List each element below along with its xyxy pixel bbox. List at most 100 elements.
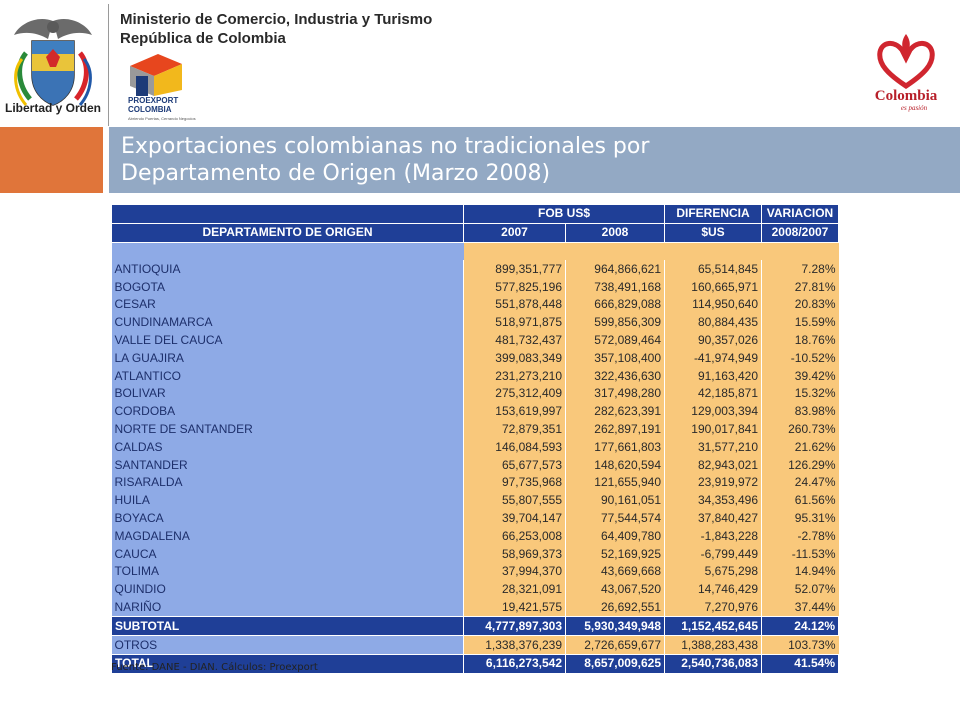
department-cell: BOYACA: [111, 509, 464, 528]
table-row: LA GUAJIRA 399,083,349 357,108,400 -41,974,…: [111, 349, 839, 368]
proexport-wordmark: PROEXPORT COLOMBIA: [128, 96, 178, 114]
diff-cell: 7,270,976: [664, 598, 762, 617]
diff-cell: -41,974,949: [664, 349, 762, 368]
table-row: NORTE DE SANTANDER 72,879,351 262,897,191 1…: [111, 420, 839, 439]
table-row: VALLE DEL CAUCA 481,732,437 572,089,464 90,…: [111, 331, 839, 350]
table-row: RISARALDA 97,735,968 121,655,940 23,919,972…: [111, 473, 839, 492]
table-row: HUILA 55,807,555 90,161,051 34,353,496 61.56…: [111, 491, 839, 510]
y2007-cell: 231,273,210: [463, 367, 566, 385]
department-cell: BOGOTA: [111, 278, 464, 296]
otros-row-y2007: 1,338,376,239: [463, 635, 566, 655]
y2007-cell: 275,312,409: [463, 384, 566, 403]
y2008-cell: 52,169,925: [565, 545, 665, 563]
header-diff: DIFERENCIA: [664, 204, 762, 224]
exports-table: FOB US$ DIFERENCIA VARIACION DEPARTAMENT…: [111, 204, 839, 674]
department-cell: CORDOBA: [111, 402, 464, 421]
table-row: CESAR 551,878,448 666,829,088 114,950,640 20…: [111, 295, 839, 314]
subtotal-row-var: 24.12%: [761, 616, 839, 637]
y2007-cell: 551,878,448: [463, 295, 566, 314]
diff-cell: 90,357,026: [664, 331, 762, 350]
diff-cell: 160,665,971: [664, 278, 762, 296]
y2008-cell: 282,623,391: [565, 402, 665, 421]
y2007-cell: 153,619,997: [463, 402, 566, 421]
y2007-cell: 65,677,573: [463, 456, 566, 474]
subtotal-row-y2007: 4,777,897,303: [463, 616, 566, 637]
y2007-cell: 19,421,575: [463, 598, 566, 617]
department-cell: MAGDALENA: [111, 527, 464, 546]
department-cell: LA GUAJIRA: [111, 349, 464, 368]
header-divider: [108, 4, 109, 126]
department-cell: CAUCA: [111, 545, 464, 563]
diff-cell: 190,017,841: [664, 420, 762, 439]
y2008-cell: 262,897,191: [565, 420, 665, 439]
colombia-brand-text: Colombia: [875, 88, 938, 104]
y2007-cell: 518,971,875: [463, 313, 566, 332]
var-cell: 27.81%: [761, 278, 839, 296]
y2007-cell: 55,807,555: [463, 491, 566, 510]
table-row: TOLIMA 37,994,370 43,669,668 5,675,298 14.94…: [111, 562, 839, 581]
table-row: BOYACA 39,704,147 77,544,574 37,840,427 95.3…: [111, 509, 839, 528]
y2008-cell: 77,544,574: [565, 509, 665, 528]
department-cell: CALDAS: [111, 438, 464, 457]
total-row-diff: 2,540,736,083: [664, 653, 762, 674]
table-row: ANTIOQUIA 899,351,777 964,866,621 65,514,84…: [111, 260, 839, 279]
diff-cell: 129,003,394: [664, 402, 762, 421]
y2007-cell: 39,704,147: [463, 509, 566, 528]
var-cell: -10.52%: [761, 349, 839, 368]
department-cell: CUNDINAMARCA: [111, 313, 464, 332]
var-cell: -11.53%: [761, 545, 839, 563]
y2007-cell: 481,732,437: [463, 331, 566, 350]
subtotal-row-diff: 1,152,452,645: [664, 616, 762, 637]
y2008-cell: 26,692,551: [565, 598, 665, 617]
y2007-cell: 66,253,008: [463, 527, 566, 546]
total-row-y2008: 8,657,009,625: [565, 653, 665, 674]
department-cell: QUINDIO: [111, 580, 464, 599]
diff-cell: -1,843,228: [664, 527, 762, 546]
otros-row-y2008: 2,726,659,677: [565, 635, 665, 655]
header-dept-spacer: [111, 204, 464, 224]
y2007-cell: 146,084,593: [463, 438, 566, 457]
y2007-cell: 58,969,373: [463, 545, 566, 563]
y2008-cell: 43,067,520: [565, 580, 665, 599]
slide-title-line2: Departamento de Origen (Marzo 2008): [121, 161, 551, 186]
otros-row-label: OTROS: [111, 635, 464, 655]
var-cell: 20.83%: [761, 295, 839, 314]
var-cell: 260.73%: [761, 420, 839, 439]
y2008-cell: 148,620,594: [565, 456, 665, 474]
y2008-cell: 43,669,668: [565, 562, 665, 581]
department-cell: NORTE DE SANTANDER: [111, 420, 464, 439]
slide-title: Exportaciones colombianas no tradicional…: [121, 133, 649, 187]
y2008-cell: 90,161,051: [565, 491, 665, 510]
table-header-row-top: FOB US$ DIFERENCIA VARIACION: [111, 204, 839, 224]
y2007-cell: 72,879,351: [463, 420, 566, 439]
otros-row-var: 103.73%: [761, 635, 839, 655]
title-band: Exportaciones colombianas no tradicional…: [109, 127, 960, 193]
table-row: SANTANDER 65,677,573 148,620,594 82,943,021…: [111, 456, 839, 474]
department-cell: ATLANTICO: [111, 367, 464, 385]
y2007-cell: 37,994,370: [463, 562, 566, 581]
diff-cell: 14,746,429: [664, 580, 762, 599]
department-cell: BOLIVAR: [111, 384, 464, 403]
table-row: BOGOTA 577,825,196 738,491,168 160,665,971 2…: [111, 278, 839, 296]
total-row-label: TOTAL: [111, 653, 464, 674]
colombia-brand-tagline: es pasión: [901, 104, 928, 112]
table-row: ATLANTICO 231,273,210 322,436,630 91,163,42…: [111, 367, 839, 385]
var-cell: 15.59%: [761, 313, 839, 332]
var-cell: 21.62%: [761, 438, 839, 457]
diff-cell: 23,919,972: [664, 473, 762, 492]
diff-cell: 34,353,496: [664, 491, 762, 510]
table-row: BOLIVAR 275,312,409 317,498,280 42,185,871 1…: [111, 384, 839, 403]
table-row: NARIÑO 19,421,575 26,692,551 7,270,976 37.44…: [111, 598, 839, 617]
proexport-tagline: Abriendo Puertas, Cerrando Negocios: [128, 116, 196, 121]
var-cell: 37.44%: [761, 598, 839, 617]
colombia-coat-of-arms-logo: [14, 18, 92, 106]
var-cell: 15.32%: [761, 384, 839, 403]
total-row-y2007: 6,116,273,542: [463, 653, 566, 674]
department-cell: TOLIMA: [111, 562, 464, 581]
y2007-cell: 899,351,777: [463, 260, 566, 279]
slide-title-line1: Exportaciones colombianas no tradicional…: [121, 134, 650, 159]
header-var: VARIACION: [761, 204, 839, 224]
header-2007: 2007: [463, 222, 566, 243]
y2008-cell: 357,108,400: [565, 349, 665, 368]
y2008-cell: 964,866,621: [565, 260, 665, 279]
